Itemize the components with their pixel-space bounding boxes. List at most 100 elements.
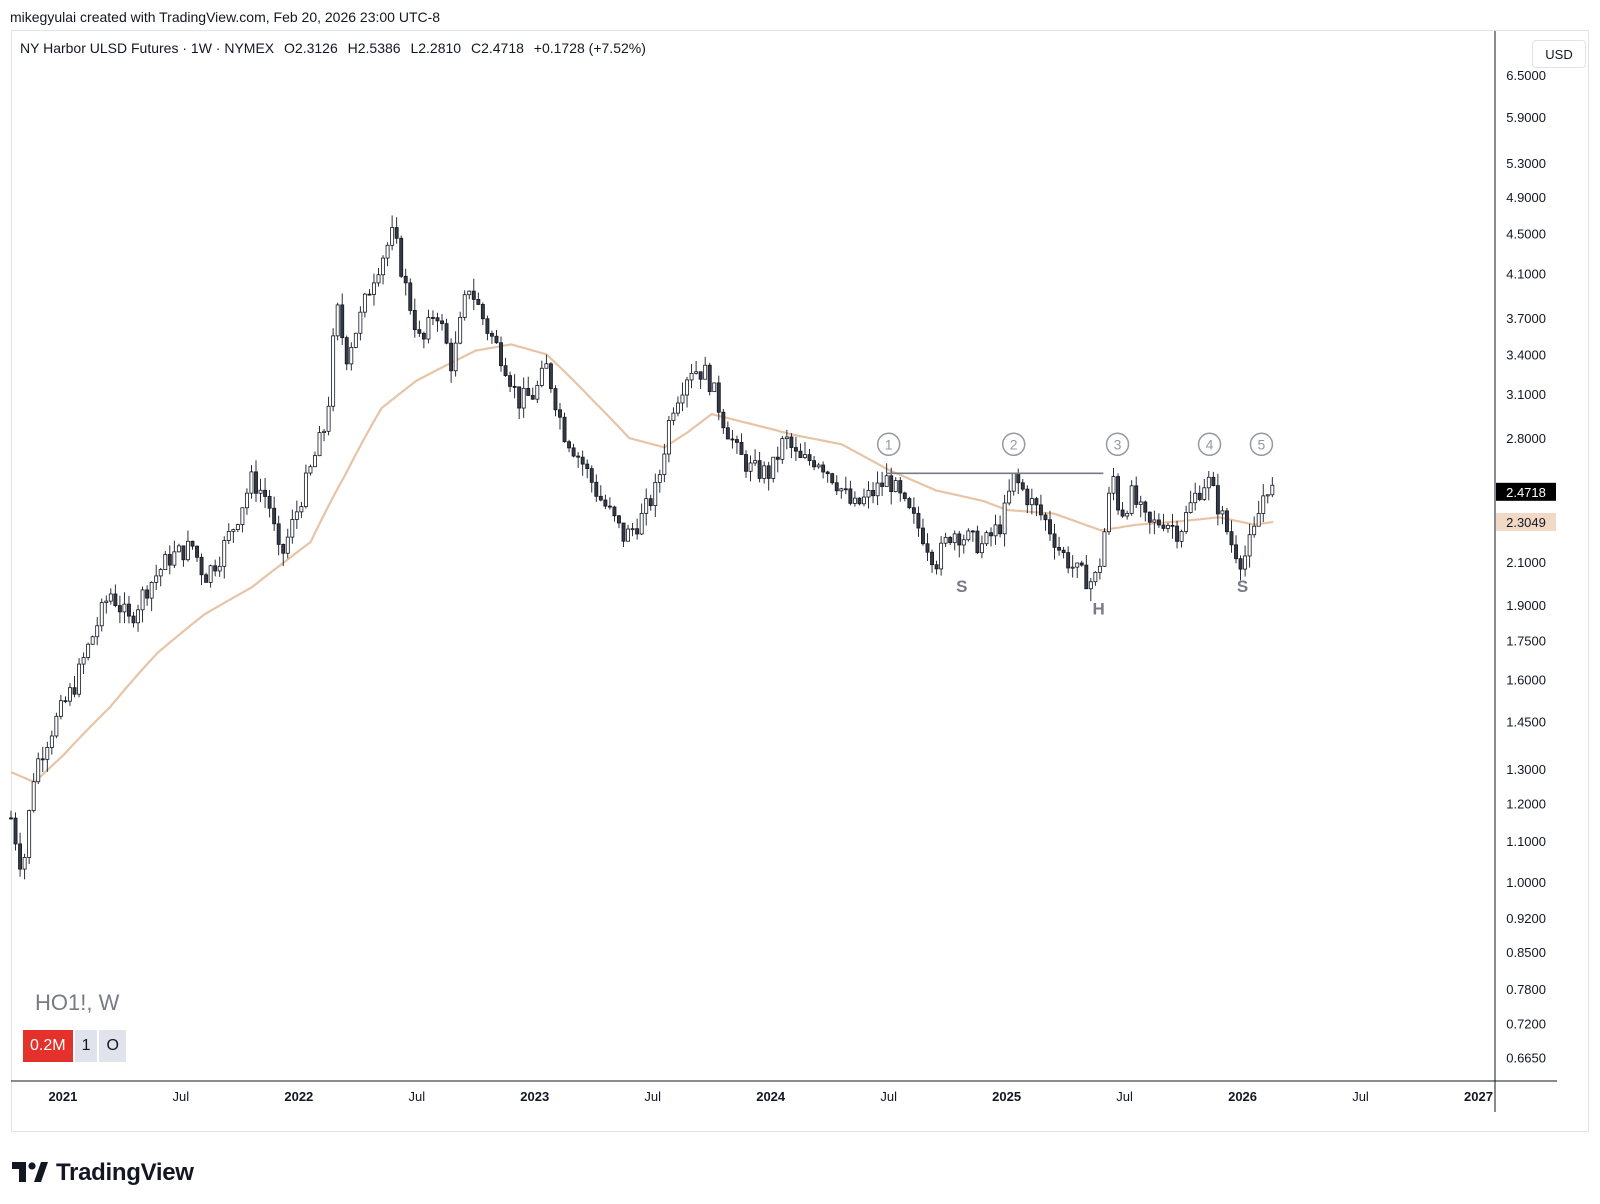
- candle-body: [821, 464, 826, 473]
- candle-body: [122, 603, 127, 613]
- candle-body: [1034, 498, 1039, 506]
- candle-body: [308, 466, 313, 474]
- candle-body: [503, 365, 508, 376]
- candle-body: [539, 367, 544, 386]
- candle-body: [948, 536, 953, 544]
- indicator-badge-1[interactable]: 1: [74, 1030, 98, 1062]
- candle-body: [22, 857, 27, 870]
- candle-body: [372, 282, 376, 295]
- candle-body: [1061, 549, 1066, 554]
- pattern-label: S: [1237, 577, 1248, 596]
- candle-body: [240, 507, 245, 525]
- candle-body: [431, 317, 435, 319]
- candle-body: [163, 554, 168, 570]
- touch-marker-circle: [876, 432, 901, 457]
- y-tick-label: 5.3000: [1506, 156, 1546, 171]
- legend-change: +0.1728 (+7.52%): [533, 40, 646, 56]
- candle-body: [1025, 488, 1030, 506]
- candle-body: [866, 490, 871, 498]
- candle-body: [353, 332, 358, 348]
- candle-body: [458, 317, 463, 344]
- axes: [11, 31, 1557, 1112]
- candle-body: [9, 817, 13, 820]
- candle-body: [204, 574, 209, 583]
- candle-body: [621, 522, 626, 542]
- chart-frame: [11, 30, 1589, 1132]
- y-tick-label: 2.8000: [1506, 431, 1546, 446]
- candle-body: [381, 257, 385, 276]
- candle-body: [721, 411, 726, 429]
- candle-body: [526, 387, 531, 396]
- candle-body: [40, 758, 45, 761]
- currency-button[interactable]: USD: [1532, 40, 1586, 68]
- candle-body: [476, 299, 481, 305]
- candle-body: [489, 333, 494, 337]
- candle-body: [226, 530, 231, 541]
- candle-body: [1048, 519, 1052, 535]
- candle-body: [421, 332, 426, 340]
- y-tick-label: 0.6650: [1506, 1051, 1546, 1066]
- candle-body: [921, 527, 925, 545]
- candle-body: [1079, 562, 1084, 566]
- legend-open: O2.3126: [284, 40, 338, 56]
- candle-body: [970, 530, 975, 533]
- y-tick-label: 0.9200: [1506, 911, 1546, 926]
- candle-body: [1156, 519, 1161, 526]
- brand-name: TradingView: [56, 1159, 194, 1186]
- touch-marker-circle: [1197, 432, 1222, 457]
- legend-symbol: NY Harbor ULSD Futures · 1W · NYMEX: [20, 40, 275, 56]
- candle-body: [748, 462, 753, 472]
- candle-body: [984, 532, 989, 545]
- candle-body: [285, 536, 290, 554]
- x-tick-label: Jul: [1116, 1089, 1133, 1104]
- candle-body: [331, 335, 336, 407]
- candle-body: [666, 420, 671, 455]
- candle-body: [548, 363, 553, 389]
- candle-body: [766, 465, 771, 479]
- candle-body: [594, 481, 599, 497]
- candle-body: [453, 342, 458, 372]
- candle-body: [394, 227, 399, 239]
- candle-body: [898, 480, 903, 494]
- candle-body: [399, 237, 404, 277]
- indicator-badge-2[interactable]: O: [99, 1030, 126, 1062]
- candle-body: [140, 589, 145, 611]
- candle-body: [644, 498, 649, 514]
- candle-body: [222, 540, 227, 567]
- tradingview-logo[interactable]: TradingView: [12, 1159, 194, 1187]
- candle-body: [158, 569, 163, 577]
- candle-body: [81, 657, 86, 665]
- candle-body: [521, 387, 526, 409]
- volume-badge[interactable]: 0.2M: [23, 1030, 73, 1062]
- candle-body: [99, 602, 104, 627]
- candle-body: [1220, 510, 1225, 515]
- y-tick-label: 1.0000: [1506, 875, 1546, 890]
- y-tick-label: 1.9000: [1506, 598, 1546, 613]
- candle-body: [553, 388, 558, 411]
- candle-body: [907, 498, 912, 509]
- x-tick-label: Jul: [644, 1089, 661, 1104]
- candle-body: [1029, 498, 1034, 506]
- x-tick-label: Jul: [408, 1089, 425, 1104]
- candle-body: [290, 519, 295, 538]
- candle-body: [1102, 531, 1107, 567]
- candle-body: [1111, 476, 1116, 494]
- candle-body: [1234, 544, 1238, 560]
- x-tick-label: 2026: [1228, 1089, 1257, 1104]
- candle-body: [1043, 514, 1048, 521]
- candle-body: [276, 523, 281, 545]
- candle-body: [585, 463, 590, 470]
- candle-body: [267, 496, 272, 509]
- candle-body: [444, 323, 449, 344]
- candle-body: [830, 473, 835, 484]
- candle-body: [117, 605, 122, 613]
- candle-body: [68, 687, 72, 702]
- candle-body: [784, 436, 789, 440]
- candle-body: [875, 482, 880, 497]
- candle-body: [567, 441, 572, 449]
- candle-body: [294, 511, 299, 520]
- y-tick-label: 6.5000: [1506, 68, 1546, 83]
- y-tick-label: 3.7000: [1506, 311, 1546, 326]
- candle-body: [989, 532, 993, 537]
